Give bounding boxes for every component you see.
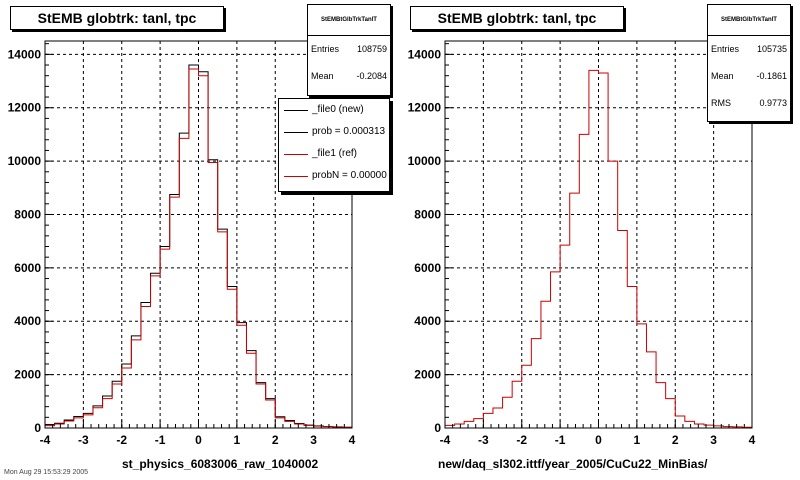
legend-entry-probn: probN = 0.00000 — [279, 165, 389, 187]
legend-swatch-prob — [284, 132, 308, 133]
left-stats-entries: Entries 108759 — [308, 36, 390, 63]
x-tick-label: 0 — [595, 433, 602, 447]
x-tick-label: -2 — [516, 433, 527, 447]
y-tick-label: 6000 — [14, 261, 41, 275]
y-tick-label: 10000 — [8, 154, 42, 168]
legend-swatch-new — [284, 110, 308, 111]
x-tick-label: 2 — [272, 433, 279, 447]
left-stats-entries-label: Entries — [311, 44, 340, 54]
y-tick-label: 10000 — [408, 154, 442, 168]
x-tick-label: 4 — [349, 433, 356, 447]
left-plot-pad: -4 -3 -2 -1 0 1 2 3 4 0 2000 4000 6000 8000 10000 12000… — [8, 4, 391, 471]
right-stats-entries-value: 105735 — [756, 44, 787, 54]
x-tick-label: 3 — [310, 433, 317, 447]
x-tick-label: 3 — [710, 433, 717, 447]
y-tick-label: 14000 — [8, 47, 42, 61]
left-stats-mean-value: -0.2084 — [356, 71, 387, 81]
right-stats-rms-value: 0.9773 — [759, 98, 787, 108]
right-stats-rms: RMS 0.9773 — [708, 90, 790, 117]
x-tick-label: -3 — [78, 433, 89, 447]
y-tick-label: 12000 — [408, 101, 442, 115]
x-tick-label: 2 — [672, 433, 679, 447]
legend-label-prob: prob = 0.000313 — [312, 126, 386, 137]
x-tick-label: -1 — [155, 433, 166, 447]
left-stats-mean: Mean -0.2084 — [308, 63, 390, 90]
x-tick-label: -4 — [40, 433, 51, 447]
legend-entry-new: _file0 (new) — [279, 99, 389, 121]
right-histogram: -4 -3 -2 -1 0 1 2 3 4 0 2000 4000 6000 8000 10000 12000… — [408, 40, 756, 447]
left-legend: _file0 (new) prob = 0.000313 _file1 (ref… — [278, 98, 390, 192]
y-tick-label: 14000 — [408, 47, 442, 61]
legend-label-probn: probN = 0.00000 — [312, 170, 387, 181]
x-tick-label: -1 — [555, 433, 566, 447]
right-stats-mean: Mean -0.1861 — [708, 63, 790, 90]
legend-entry-prob: prob = 0.000313 — [279, 121, 389, 143]
y-tick-label: 2000 — [14, 368, 41, 382]
right-x-axis-title: new/daq_sl302.ittf/year_2005/CuCu22_MinB… — [438, 457, 708, 471]
right-plot-title: StEMB globtrk: tanl, tpc — [410, 6, 624, 30]
x-tick-label: 0 — [195, 433, 202, 447]
legend-swatch-ref — [284, 154, 308, 155]
legend-label-new: _file0 (new) — [312, 104, 364, 115]
y-tick-label: 8000 — [14, 207, 41, 221]
histogram-series-1 — [44, 68, 353, 428]
legend-label-ref: _file1 (ref) — [312, 148, 358, 159]
right-stats-entries: Entries 105735 — [708, 36, 790, 63]
left-stats-mean-label: Mean — [311, 71, 334, 81]
y-tick-label: 0 — [434, 421, 441, 435]
y-tick-label: 12000 — [8, 101, 42, 115]
right-stats-entries-label: Entries — [711, 44, 740, 54]
left-x-axis-title: st_physics_6083006_raw_1040002 — [122, 457, 319, 471]
histogram-series-0 — [444, 69, 753, 428]
right-plot-pad: -4 -3 -2 -1 0 1 2 3 4 0 2000 4000 6000 8000 10000 12000… — [400, 0, 800, 480]
x-tick-label: 4 — [749, 433, 756, 447]
y-tick-label: 4000 — [414, 314, 441, 328]
legend-swatch-probn — [284, 176, 308, 177]
right-stats-mean-label: Mean — [711, 71, 734, 81]
right-stats-rms-label: RMS — [711, 98, 731, 108]
x-tick-label: 1 — [634, 433, 641, 447]
left-stats-box: StEMBtGlbTrkTanlT Entries 108759 Mean -0… — [307, 4, 391, 96]
left-stats-name: StEMBtGlbTrkTanlT — [308, 5, 390, 36]
left-stats-entries-value: 108759 — [356, 44, 387, 54]
y-tick-label: 2000 — [414, 368, 441, 382]
y-tick-label: 0 — [34, 421, 41, 435]
x-tick-label: 1 — [234, 433, 241, 447]
right-stats-name: StEMBtGlbTrkTanlT — [708, 5, 790, 36]
right-stats-mean-value: -0.1861 — [756, 71, 787, 81]
y-tick-label: 8000 — [414, 207, 441, 221]
y-tick-label: 4000 — [14, 314, 41, 328]
right-stats-box: StEMBtGlbTrkTanlT Entries 105735 Mean -0… — [707, 4, 791, 122]
footer-timestamp: Mon Aug 29 15:53:29 2005 — [4, 469, 89, 476]
x-tick-label: -3 — [478, 433, 489, 447]
x-tick-label: -4 — [440, 433, 451, 447]
y-tick-label: 6000 — [414, 261, 441, 275]
left-plot-title: StEMB globtrk: tanl, tpc — [10, 6, 224, 30]
x-tick-label: -2 — [116, 433, 127, 447]
legend-entry-ref: _file1 (ref) — [279, 143, 389, 165]
